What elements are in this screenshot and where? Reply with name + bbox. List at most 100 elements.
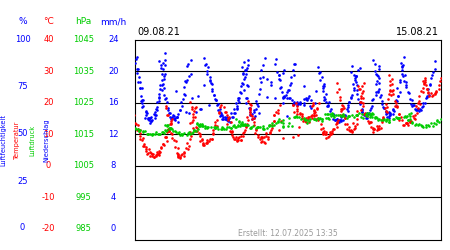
Point bbox=[207, 78, 214, 82]
Point bbox=[261, 140, 268, 144]
Point bbox=[350, 121, 357, 125]
Point bbox=[269, 121, 276, 125]
Point bbox=[290, 110, 297, 114]
Point bbox=[384, 97, 392, 101]
Point bbox=[157, 83, 164, 87]
Point bbox=[400, 115, 407, 119]
Point bbox=[250, 120, 257, 124]
Point bbox=[263, 77, 270, 81]
Point bbox=[314, 116, 321, 120]
Point bbox=[184, 62, 191, 66]
Point bbox=[205, 125, 212, 129]
Point bbox=[278, 90, 285, 94]
Point bbox=[183, 132, 190, 136]
Point bbox=[246, 107, 253, 111]
Point bbox=[284, 124, 291, 128]
Point bbox=[358, 92, 365, 96]
Point bbox=[163, 100, 170, 104]
Point bbox=[378, 118, 386, 122]
Point bbox=[178, 152, 185, 156]
Point bbox=[139, 130, 146, 134]
Point bbox=[424, 92, 431, 96]
Point bbox=[372, 116, 379, 120]
Point bbox=[404, 118, 411, 122]
Point bbox=[162, 106, 169, 110]
Point bbox=[402, 73, 409, 77]
Point bbox=[235, 96, 243, 100]
Point bbox=[345, 109, 352, 113]
Point bbox=[342, 113, 349, 117]
Point bbox=[383, 111, 391, 115]
Point bbox=[395, 94, 402, 98]
Point bbox=[415, 109, 422, 113]
Point bbox=[220, 126, 227, 130]
Point bbox=[409, 121, 416, 125]
Point bbox=[137, 128, 144, 132]
Point bbox=[293, 115, 300, 119]
Point bbox=[244, 63, 252, 67]
Point bbox=[289, 104, 297, 108]
Point bbox=[245, 106, 252, 110]
Point bbox=[157, 87, 164, 91]
Point bbox=[160, 86, 167, 89]
Point bbox=[189, 118, 196, 122]
Point bbox=[158, 66, 165, 70]
Point bbox=[247, 110, 254, 114]
Point bbox=[424, 124, 432, 128]
Point bbox=[405, 90, 412, 94]
Point bbox=[219, 125, 226, 129]
Point bbox=[320, 95, 328, 99]
Point bbox=[242, 72, 249, 76]
Point bbox=[269, 126, 276, 130]
Point bbox=[289, 103, 296, 107]
Point bbox=[239, 81, 246, 85]
Point bbox=[360, 112, 368, 116]
Point bbox=[201, 83, 208, 87]
Point bbox=[360, 81, 368, 85]
Point bbox=[162, 135, 170, 139]
Point bbox=[352, 74, 359, 78]
Point bbox=[392, 100, 399, 103]
Point bbox=[313, 106, 320, 110]
Point bbox=[216, 107, 223, 111]
Point bbox=[374, 89, 381, 93]
Point bbox=[151, 116, 158, 120]
Point bbox=[223, 125, 230, 129]
Point bbox=[425, 90, 432, 94]
Point bbox=[219, 113, 226, 117]
Point bbox=[387, 112, 394, 116]
Point bbox=[161, 128, 168, 132]
Point bbox=[172, 139, 180, 143]
Point bbox=[165, 129, 172, 133]
Point bbox=[161, 97, 168, 101]
Point bbox=[314, 118, 321, 122]
Point bbox=[404, 123, 411, 127]
Point bbox=[177, 152, 184, 156]
Point bbox=[320, 131, 327, 135]
Point bbox=[213, 118, 220, 122]
Point bbox=[321, 112, 328, 116]
Point bbox=[174, 131, 181, 135]
Point bbox=[137, 86, 144, 90]
Point bbox=[333, 116, 340, 120]
Point bbox=[157, 150, 164, 154]
Point bbox=[243, 96, 251, 100]
Point bbox=[193, 129, 200, 133]
Point bbox=[266, 132, 274, 136]
Point bbox=[242, 122, 249, 126]
Point bbox=[293, 103, 301, 107]
Point bbox=[178, 132, 185, 136]
Point bbox=[133, 67, 140, 71]
Point bbox=[168, 117, 176, 121]
Point bbox=[337, 113, 344, 117]
Point bbox=[376, 64, 383, 68]
Point bbox=[325, 135, 332, 139]
Point bbox=[218, 126, 225, 130]
Point bbox=[369, 104, 376, 108]
Point bbox=[351, 74, 358, 78]
Point bbox=[329, 131, 336, 135]
Point bbox=[320, 126, 327, 130]
Point bbox=[264, 95, 271, 99]
Point bbox=[312, 110, 319, 114]
Point bbox=[157, 132, 164, 136]
